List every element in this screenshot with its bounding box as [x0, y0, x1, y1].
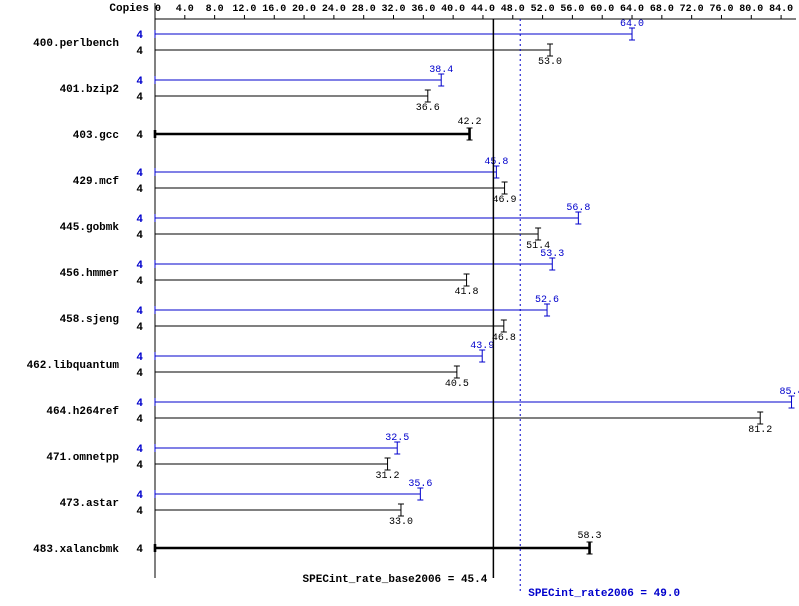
copies-value: 4 [136, 92, 143, 104]
copies-value: 4 [136, 444, 143, 456]
peak-value-label: 32.5 [385, 433, 409, 444]
benchmark-label: 429.mcf [73, 176, 120, 188]
copies-value: 4 [136, 352, 143, 364]
copies-value: 4 [136, 414, 143, 426]
axis-tick-label: 16.0 [262, 4, 286, 15]
benchmark-label: 471.omnetpp [46, 452, 119, 464]
benchmark-label: 458.sjeng [60, 314, 119, 326]
spec-rate-chart: 0 4.0 8.0 12.0 16.0 20.0 24.0 28.0 32.0 36.0 40.0 4… [0, 0, 799, 606]
copies-value: 4 [136, 30, 143, 42]
peak-value-label: 53.3 [540, 249, 564, 260]
axis-tick-label: 52.0 [531, 4, 555, 15]
axis-tick-label: 72.0 [680, 4, 704, 15]
copies-value: 4 [136, 398, 143, 410]
copies-header: Copies [109, 3, 149, 15]
benchmark-label: 462.libquantum [27, 360, 120, 372]
peak-value-label: 52.6 [535, 295, 559, 306]
benchmark-label: 483.xalancbmk [33, 544, 119, 556]
copies-value: 4 [136, 214, 143, 226]
copies-value: 4 [136, 322, 143, 334]
copies-value: 4 [136, 544, 143, 556]
axis-tick-label: 36.0 [411, 4, 435, 15]
copies-value: 4 [136, 306, 143, 318]
axis-tick-label: 12.0 [232, 4, 256, 15]
axis-tick-label: 4.0 [176, 4, 194, 15]
copies-value: 4 [136, 460, 143, 472]
axis-tick-label: 40.0 [441, 4, 465, 15]
axis-tick-label: 32.0 [382, 4, 406, 15]
base-reference-label: SPECint_rate_base2006 = 45.4 [303, 574, 488, 586]
base-value-label: 58.3 [578, 531, 602, 542]
axis-tick-label: 80.0 [739, 4, 763, 15]
base-value-label: 33.0 [389, 517, 413, 528]
peak-value-label: 45.8 [484, 157, 508, 168]
base-value-label: 40.5 [445, 379, 469, 390]
base-value-label: 53.0 [538, 57, 562, 68]
axis-tick-label: 24.0 [322, 4, 346, 15]
peak-value-label: 56.8 [566, 203, 590, 214]
copies-value: 4 [136, 230, 143, 242]
axis-tick-label: 0 [155, 4, 161, 15]
peak-reference-label: SPECint_rate2006 = 49.0 [528, 588, 680, 600]
copies-value: 4 [136, 368, 143, 380]
benchmark-label: 464.h264ref [46, 406, 119, 418]
base-value-label: 41.8 [455, 287, 479, 298]
copies-value: 4 [136, 260, 143, 272]
base-value-label: 31.2 [376, 471, 400, 482]
copies-value: 4 [136, 184, 143, 196]
benchmark-label: 401.bzip2 [60, 84, 119, 96]
axis-tick-label: 60.0 [590, 4, 614, 15]
peak-value-label: 35.6 [408, 479, 432, 490]
axis-tick-label: 20.0 [292, 4, 316, 15]
axis-tick-label: 8.0 [206, 4, 224, 15]
benchmark-label: 445.gobmk [60, 222, 120, 234]
base-value-label: 42.2 [458, 117, 482, 128]
axis-tick-label: 56.0 [560, 4, 584, 15]
base-value-label: 81.2 [748, 425, 772, 436]
copies-value: 4 [136, 46, 143, 58]
copies-value: 4 [136, 506, 143, 518]
axis-tick-label: 68.0 [650, 4, 674, 15]
copies-value: 4 [136, 130, 143, 142]
axis-tick-label: 28.0 [352, 4, 376, 15]
axis-tick-label: 84.0 [769, 4, 793, 15]
peak-value-label: 64.0 [620, 19, 644, 30]
base-value-label: 46.9 [493, 195, 517, 206]
copies-value: 4 [136, 276, 143, 288]
peak-value-label: 38.4 [429, 65, 453, 76]
benchmark-label: 473.astar [60, 498, 119, 510]
axis-tick-label: 64.0 [620, 4, 644, 15]
copies-value: 4 [136, 76, 143, 88]
copies-value: 4 [136, 168, 143, 180]
copies-value: 4 [136, 490, 143, 502]
benchmark-label: 403.gcc [73, 130, 119, 142]
benchmark-label: 456.hmmer [60, 268, 119, 280]
benchmark-label: 400.perlbench [33, 38, 119, 50]
base-value-label: 36.6 [416, 103, 440, 114]
axis-tick-label: 76.0 [709, 4, 733, 15]
base-value-label: 46.8 [492, 333, 516, 344]
axis-tick-label: 44.0 [471, 4, 495, 15]
peak-value-label: 85.4 [780, 387, 799, 398]
peak-value-label: 43.9 [470, 341, 494, 352]
axis-tick-label: 48.0 [501, 4, 525, 15]
